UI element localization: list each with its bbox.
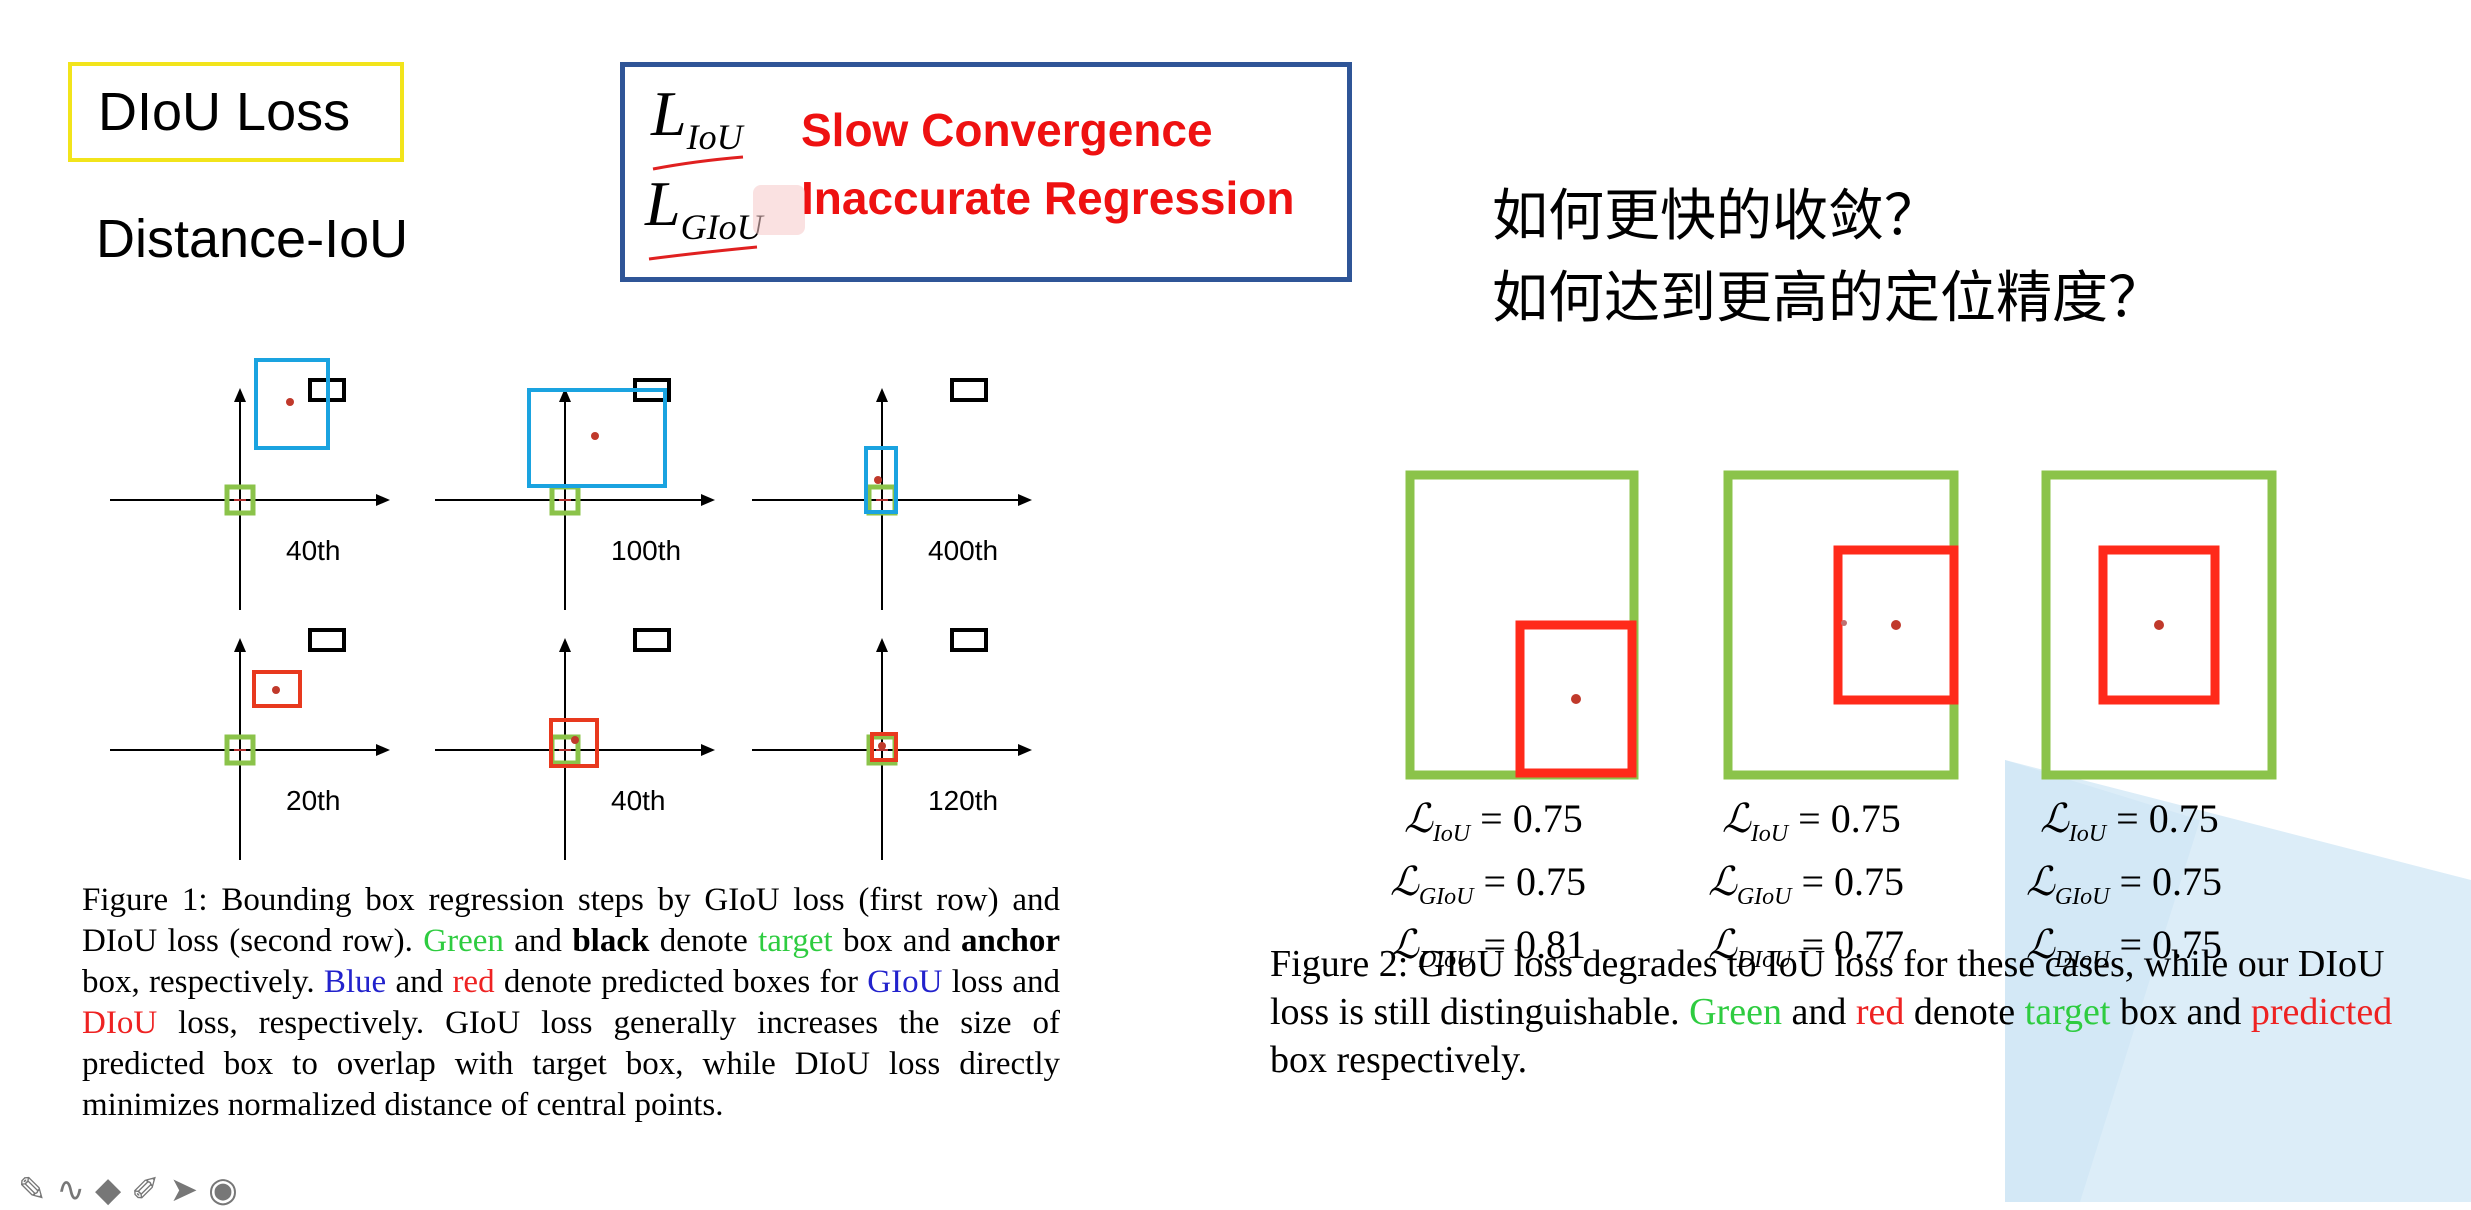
anchor-box [633, 628, 671, 652]
target-box [224, 484, 256, 516]
loss-equation: ℒDIoU = 0.77 [1708, 922, 1905, 973]
iteration-label: 400th [928, 535, 998, 566]
equation-column: ℒIoU = 0.75 ℒGIoU = 0.75 ℒDIoU = 0.77 [1708, 795, 1904, 984]
y-axis-arrow [234, 638, 246, 652]
loss-equation: ℒGIoU = 0.75 [2026, 859, 2223, 910]
target-box [224, 734, 256, 766]
pen-icon[interactable]: ✎ [18, 1170, 57, 1210]
loss-equation: ℒIoU = 0.75 [2040, 796, 2219, 847]
predicted-center-dot [272, 686, 280, 694]
y-axis-arrow [234, 388, 246, 402]
loss-equation: ℒGIoU = 0.75 [1708, 859, 1905, 910]
loss-equation: ℒDIoU = 0.81 [1390, 922, 1587, 973]
loss-equation: ℒIoU = 0.75 [1722, 796, 1901, 847]
anchor-box [950, 378, 988, 402]
x-axis-arrow [376, 744, 390, 756]
loss-problems-box: LIoU Slow Convergence LGIoU Inaccurate R… [620, 62, 1352, 282]
x-axis-arrow [701, 494, 715, 506]
x-axis-arrow [701, 744, 715, 756]
iteration-label: 20th [286, 785, 341, 816]
x-axis-arrow [1018, 494, 1032, 506]
x-axis-arrow [1018, 744, 1032, 756]
marker-icon[interactable]: ✐ [131, 1170, 170, 1210]
target-center-dot [1841, 620, 1847, 626]
predicted-center-dot [878, 742, 886, 750]
predicted-box [254, 358, 330, 450]
loss-equation: ℒGIoU = 0.75 [1390, 859, 1587, 910]
iou-symbol: LIoU [651, 78, 743, 157]
predicted-center-dot [2154, 620, 2164, 630]
pointer-icon[interactable]: ➤ [169, 1170, 209, 1210]
y-axis-arrow [876, 638, 888, 652]
equation-column: ℒIoU = 0.75 ℒGIoU = 0.75 ℒDIoU = 0.81 [1390, 795, 1586, 984]
predicted-center-dot [286, 398, 294, 406]
x-axis-arrow [376, 494, 390, 506]
question-higher-accuracy: 如何达到更高的定位精度？ [1492, 266, 2164, 331]
equation-column: ℒIoU = 0.75 ℒGIoU = 0.75 ℒDIoU = 0.75 [2026, 795, 2222, 984]
figure1-diagram: 40th 100th 400th 20th 40th 120th [110, 358, 1032, 860]
predicted-center-dot [571, 736, 579, 744]
predicted-box [864, 446, 898, 514]
giou-symbol: LGIoU [645, 168, 763, 247]
presenter-toolbar: ✎∿◆✐➤◉ [18, 1170, 248, 1210]
predicted-box [1833, 545, 1959, 705]
stamp-icon[interactable]: ◆ [95, 1170, 132, 1210]
inaccurate-regression-label: Inaccurate Regression [801, 172, 1295, 224]
predicted-center-dot [874, 476, 882, 484]
predicted-center-dot [1571, 694, 1581, 704]
predicted-box [252, 670, 302, 708]
slide-title: DIoU Loss [68, 62, 404, 162]
curve-icon[interactable]: ∿ [56, 1170, 95, 1210]
loss-equation: ℒDIoU = 0.75 [2026, 922, 2223, 973]
y-axis-arrow [559, 638, 571, 652]
figure1-caption: Figure 1: Bounding box regression steps … [82, 882, 1060, 1123]
loss-equation: ℒIoU = 0.75 [1404, 796, 1583, 847]
iteration-label: 120th [928, 785, 998, 816]
figure2-diagram [1405, 470, 2277, 780]
iteration-label: 40th [611, 785, 666, 816]
iteration-label: 40th [286, 535, 341, 566]
predicted-box [1515, 620, 1637, 778]
predicted-center-dot [1891, 620, 1901, 630]
slow-convergence-label: Slow Convergence [801, 104, 1213, 156]
predicted-box [549, 718, 599, 768]
record-icon[interactable]: ◉ [208, 1170, 248, 1210]
predicted-center-dot [591, 432, 599, 440]
question-faster-convergence: 如何更快的收敛？ [1492, 184, 1940, 249]
slide-subtitle: Distance-IoU [96, 209, 409, 269]
anchor-box [308, 628, 346, 652]
predicted-box [2098, 545, 2220, 705]
target-box [2041, 470, 2277, 780]
figure2-equations: ℒIoU = 0.75 ℒGIoU = 0.75 ℒDIoU = 0.81 ℒIoU … [1390, 795, 2290, 973]
predicted-box [527, 388, 667, 488]
underline-annotations [648, 155, 805, 261]
y-axis-arrow [876, 388, 888, 402]
figure2-caption: Figure 2: GIoU loss degrades to IoU loss… [1270, 943, 2393, 1081]
y-axis-arrow [559, 388, 571, 402]
iteration-label: 100th [611, 535, 681, 566]
anchor-box [950, 628, 988, 652]
predicted-box [870, 732, 898, 762]
